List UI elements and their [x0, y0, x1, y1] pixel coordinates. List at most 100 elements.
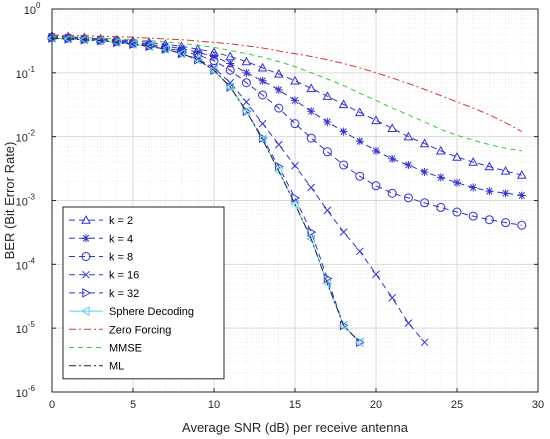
data-point	[468, 157, 479, 166]
x-axis-label: Average SNR (dB) per receive antenna	[182, 420, 409, 435]
x-tick-label: 25	[451, 399, 463, 411]
data-point	[290, 75, 300, 85]
data-point	[435, 145, 446, 155]
data-point	[273, 166, 283, 176]
data-point	[501, 218, 511, 228]
data-point	[241, 56, 252, 66]
series-mmse	[51, 36, 522, 152]
x-tick-label: 10	[208, 399, 220, 411]
x-tick-label: 5	[130, 399, 136, 411]
data-point	[290, 119, 300, 129]
data-point	[144, 41, 153, 52]
legend-item: k = 2	[69, 215, 133, 227]
x-tick-label: 30	[532, 399, 544, 411]
data-point	[111, 37, 121, 48]
x-tick-label: 20	[370, 399, 382, 411]
series-k-8	[47, 32, 527, 230]
data-point	[354, 337, 364, 348]
data-point	[517, 220, 527, 230]
y-tick-label: 10-2	[16, 129, 36, 145]
data-point	[63, 33, 73, 43]
data-point	[242, 98, 251, 106]
data-point	[323, 206, 332, 215]
y-tick-label: 10-1	[16, 65, 36, 81]
series-line-k-2	[51, 35, 522, 176]
x-tick-label: 15	[289, 399, 301, 411]
legend-marker	[82, 234, 90, 243]
plot-series	[46, 30, 527, 348]
data-point	[291, 161, 299, 170]
legend-item: Zero Forcing	[69, 324, 171, 336]
series-ml	[51, 37, 361, 343]
data-point	[257, 134, 267, 145]
data-point	[355, 171, 365, 181]
legend-marker	[81, 215, 91, 224]
series-zero-forcing	[51, 34, 523, 133]
data-point	[403, 131, 414, 141]
data-point	[209, 56, 219, 66]
series-k-4	[48, 32, 526, 200]
legend-marker	[80, 306, 90, 316]
legend-label: MMSE	[109, 343, 142, 355]
data-point	[127, 39, 137, 50]
y-tick-label: 10-3	[16, 193, 36, 209]
data-point	[225, 82, 234, 92]
data-point	[485, 187, 494, 196]
legend-label: k = 16	[109, 270, 139, 282]
data-point	[144, 40, 154, 50]
legend: k = 2 k = 4 k = 8 k = 16 k = 32 Sphere Decodi…	[62, 206, 225, 380]
data-point	[468, 211, 478, 221]
data-point	[274, 103, 284, 113]
data-point	[160, 44, 170, 54]
data-point	[193, 48, 202, 57]
data-point	[420, 198, 430, 208]
data-point	[258, 76, 267, 85]
data-point	[339, 228, 348, 236]
data-point	[241, 106, 251, 117]
data-point	[501, 189, 510, 198]
legend-item: ML	[69, 361, 124, 373]
data-point	[225, 51, 236, 61]
data-point	[307, 183, 316, 192]
legend-item: k = 32	[69, 288, 139, 300]
legend-label: Zero Forcing	[109, 324, 171, 336]
legend-item: MMSE	[69, 343, 142, 355]
data-point	[404, 319, 413, 327]
data-point	[339, 127, 348, 136]
legend-item: Sphere Decoding	[69, 306, 194, 318]
y-tick-label: 10-6	[16, 384, 36, 400]
data-point	[241, 78, 251, 88]
series-line-k-4	[51, 36, 522, 196]
x-tick-label: 0	[49, 399, 55, 411]
data-point	[176, 48, 186, 59]
data-point	[452, 207, 462, 217]
data-point	[403, 193, 413, 203]
data-point	[436, 173, 445, 182]
data-point	[452, 151, 462, 161]
data-point	[516, 170, 527, 179]
data-point	[273, 68, 284, 78]
data-point	[306, 83, 317, 93]
data-point	[469, 183, 478, 192]
data-point	[354, 107, 365, 117]
data-point	[258, 119, 267, 128]
series-line-mmse	[51, 36, 522, 152]
data-point	[371, 115, 381, 125]
series-line-ml	[51, 37, 361, 343]
data-point	[274, 85, 283, 94]
data-point	[420, 167, 429, 176]
data-point	[338, 99, 349, 109]
data-point	[226, 59, 235, 68]
data-point	[420, 338, 429, 347]
data-point	[388, 154, 397, 163]
data-point	[322, 147, 332, 157]
data-point	[387, 123, 398, 133]
legend-label: k = 32	[109, 288, 139, 300]
grid	[51, 9, 539, 393]
data-point	[306, 133, 316, 143]
legend-marker	[81, 252, 91, 261]
data-point	[453, 178, 461, 187]
legend-item: k = 16	[69, 270, 139, 282]
legend-label: k = 2	[109, 215, 133, 227]
legend-box	[62, 206, 225, 380]
